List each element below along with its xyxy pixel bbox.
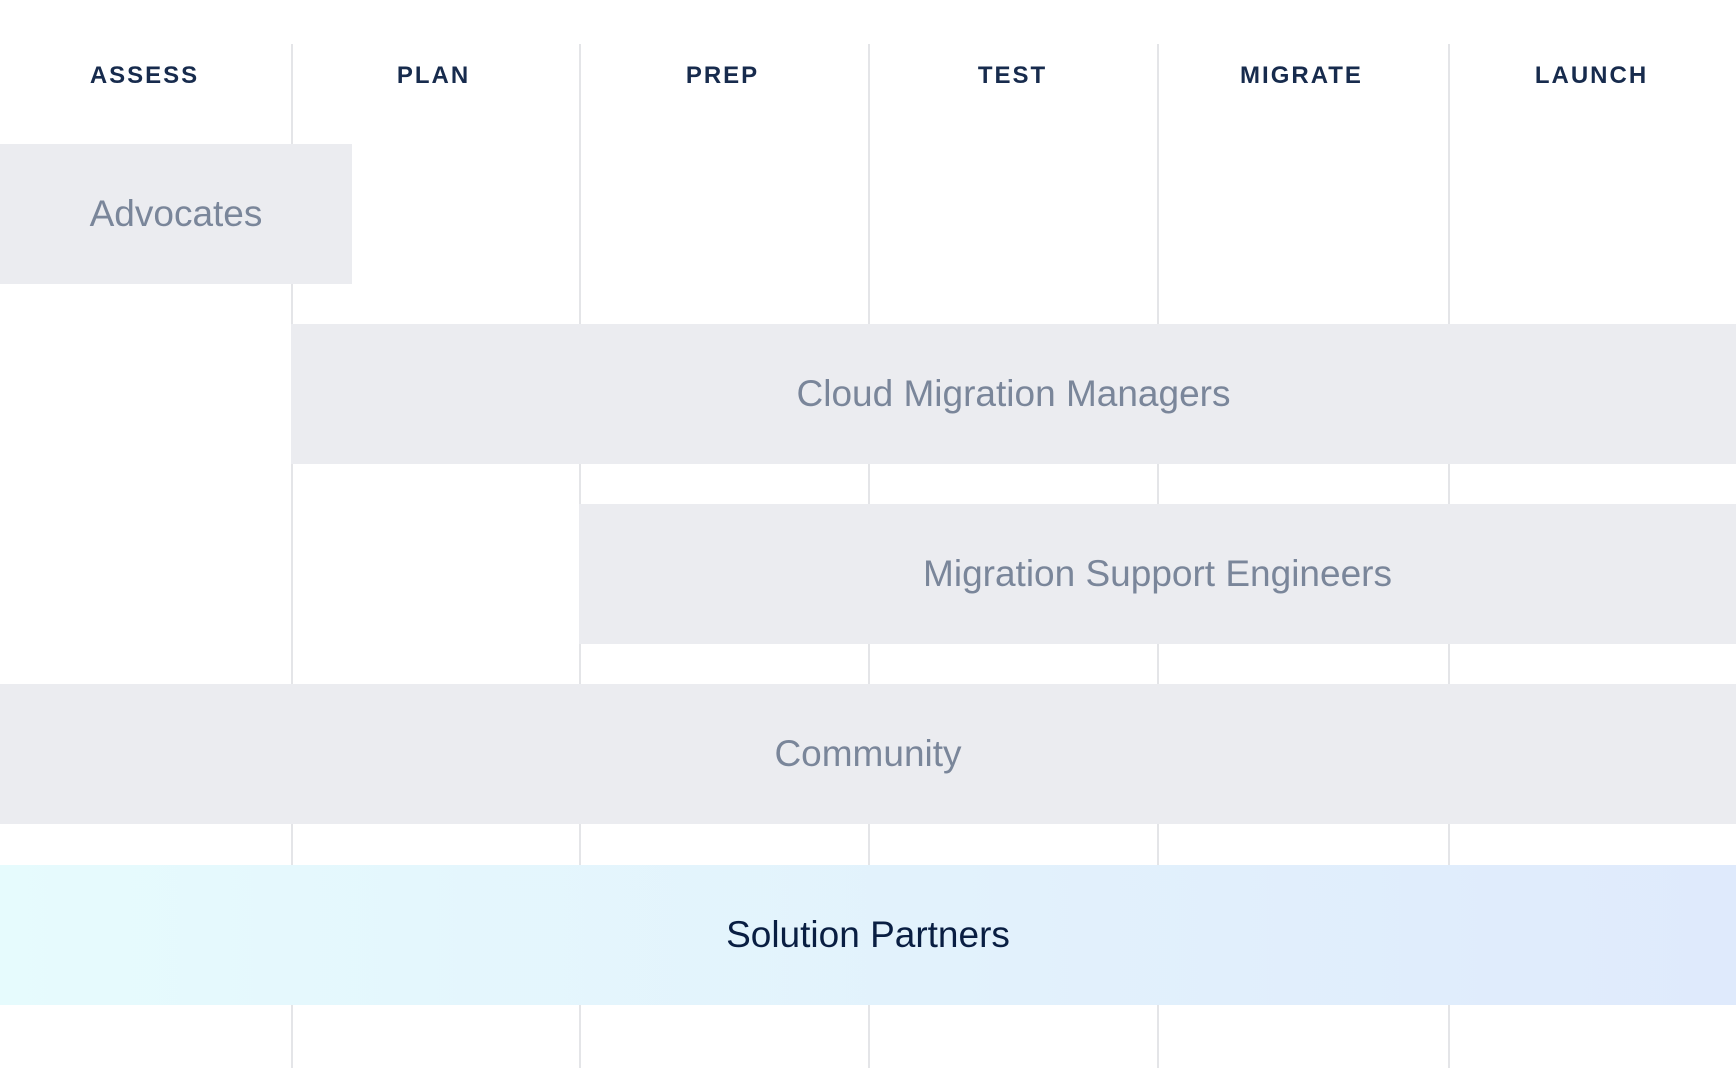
phase-header-assess: ASSESS xyxy=(89,62,200,89)
bar-label: Solution Partners xyxy=(726,914,1010,955)
bar-migration-support-engineers: Migration Support Engineers xyxy=(579,504,1736,644)
bar-advocates: Advocates xyxy=(0,144,352,284)
phase-header-migrate: MIGRATE xyxy=(1240,62,1363,89)
phase-header-prep: PREP xyxy=(685,62,760,89)
bar-label: Community xyxy=(774,733,962,774)
bar-label: Migration Support Engineers xyxy=(923,553,1392,594)
phase-header-plan: PLAN xyxy=(396,62,471,89)
bar-label: Advocates xyxy=(89,193,263,234)
phase-header-test: TEST xyxy=(977,62,1048,89)
phase-header-launch: LAUNCH xyxy=(1534,62,1649,89)
bar-solution-partners: Solution Partners xyxy=(0,865,1736,1005)
bar-cloud-migration-managers: Cloud Migration Managers xyxy=(291,324,1736,464)
grid-line xyxy=(291,44,293,1068)
bar-community: Community xyxy=(0,684,1736,824)
bar-label: Cloud Migration Managers xyxy=(796,373,1231,414)
